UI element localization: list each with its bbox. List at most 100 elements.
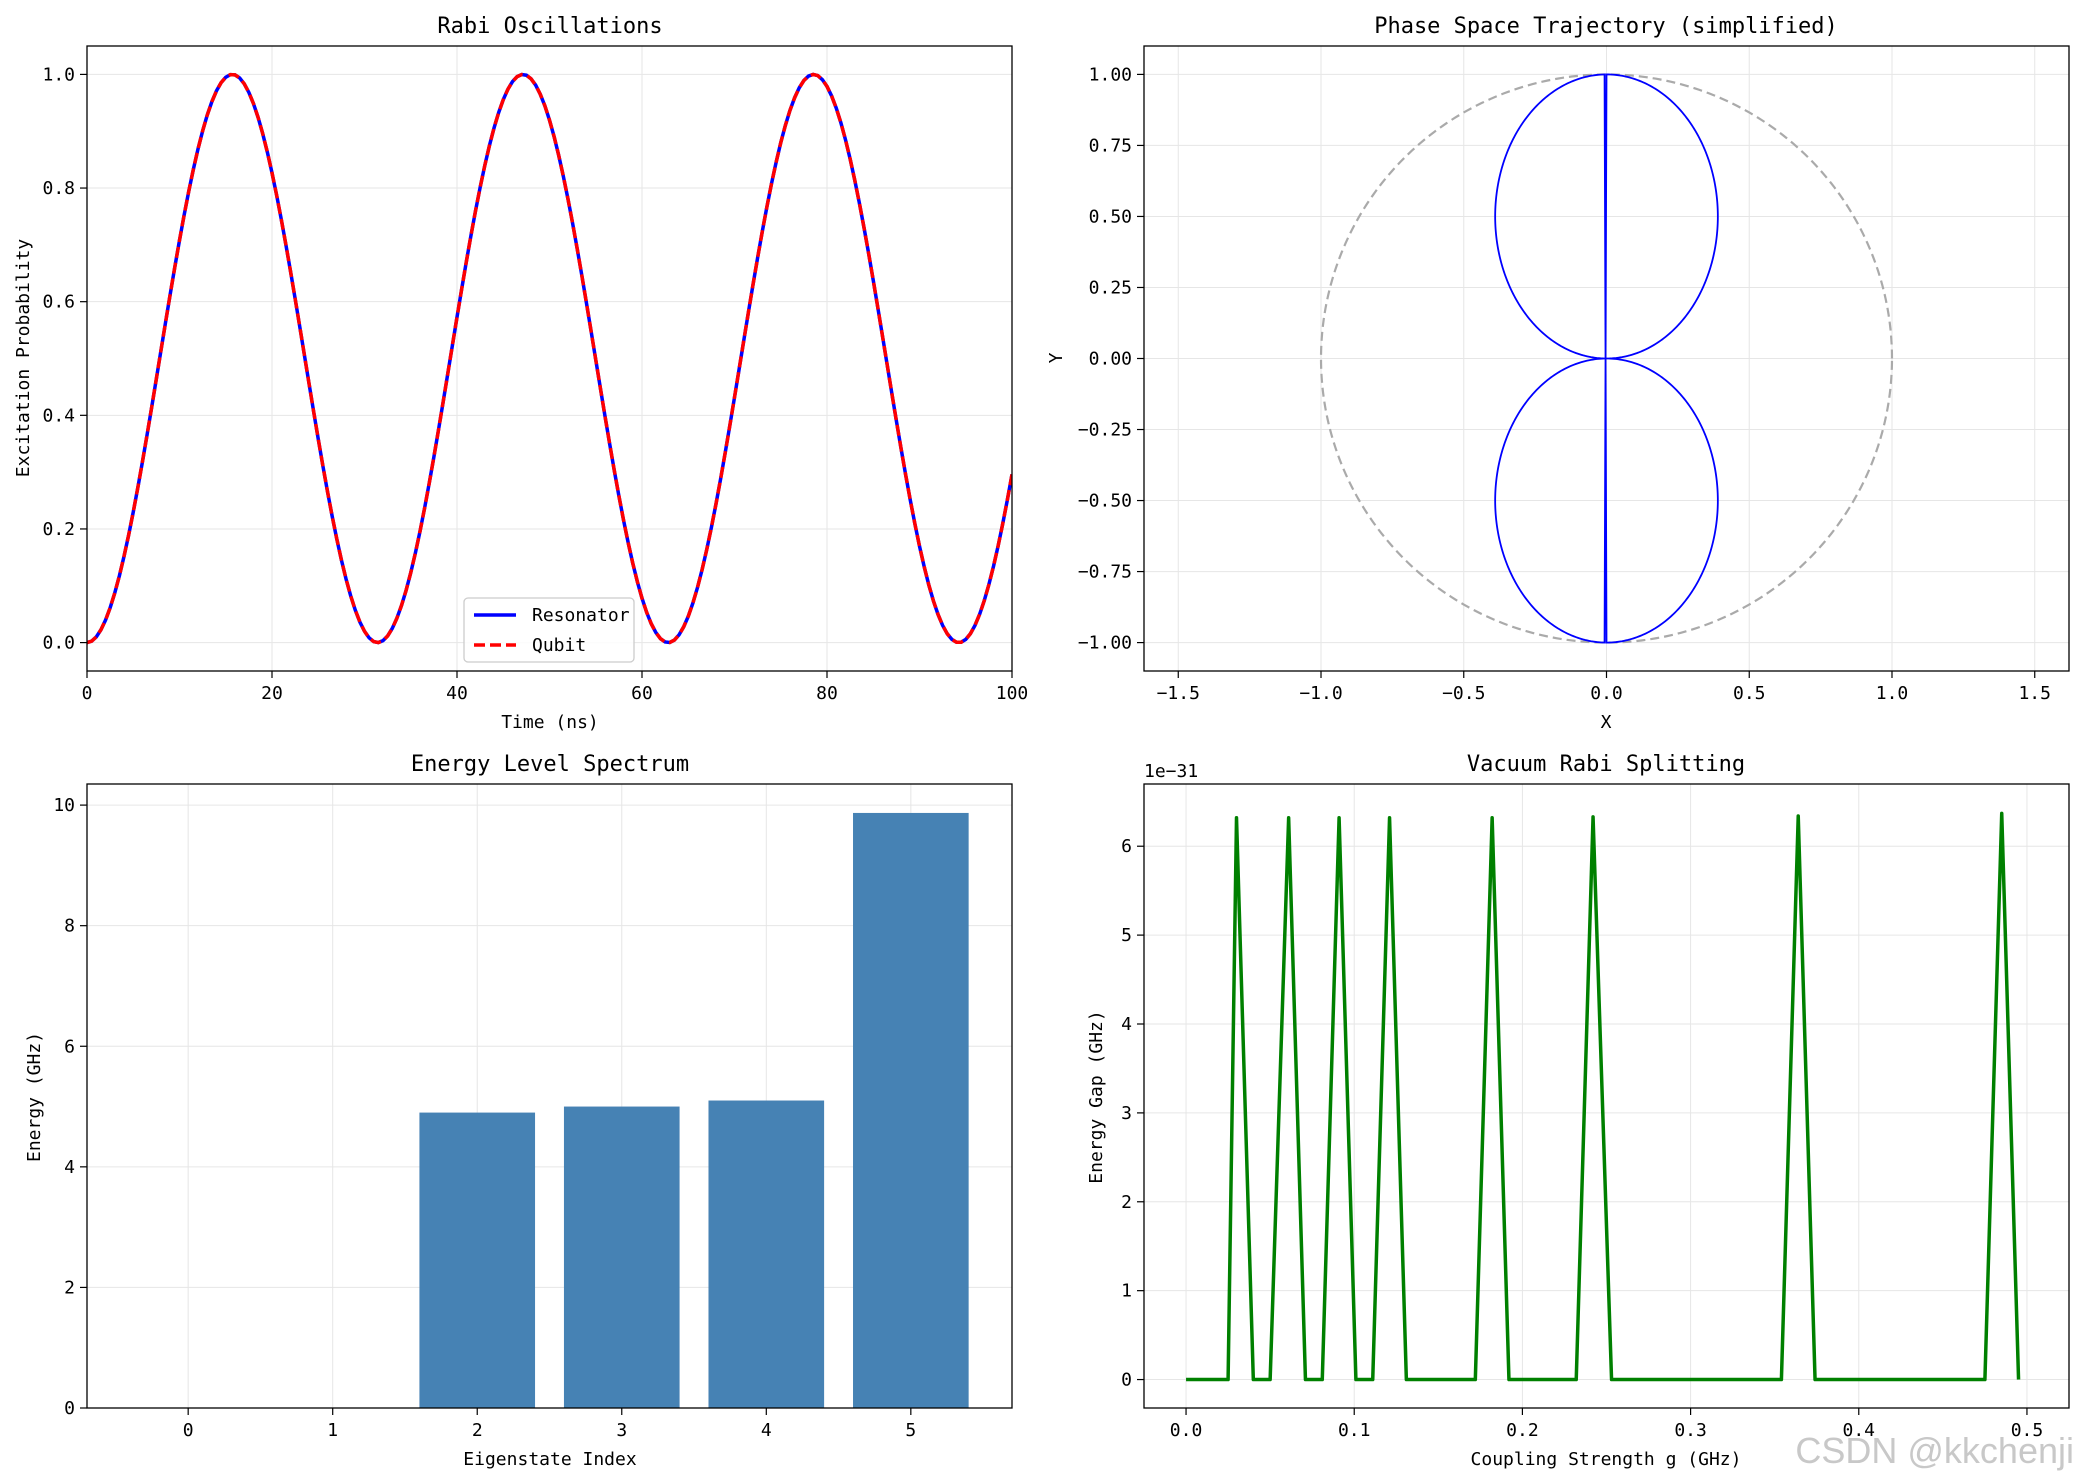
csdn-watermark: CSDN @kkchenji — [1795, 1430, 2074, 1471]
energy-ytick-label: 2 — [64, 1277, 75, 1298]
legend-qubit-label: Qubit — [532, 635, 586, 656]
phase-plot-area — [1319, 73, 1894, 644]
rabi-title: Rabi Oscillations — [437, 14, 662, 39]
rabi-xtick-label: 0 — [82, 683, 93, 704]
energy-xtick-label: 4 — [761, 1420, 772, 1441]
unit-circle-line — [1319, 73, 1894, 644]
rabi-xtick-label: 40 — [446, 683, 468, 704]
rabi-axes-frame — [86, 45, 1013, 672]
gap-ytick-label: 2 — [1121, 1192, 1132, 1213]
rabi-plot-area — [87, 72, 1012, 645]
energy-spectrum-panel: Energy Level Spectrum 0 1 2 3 4 5 0 2 4 6 8 10 Eig… — [24, 752, 1013, 1470]
phase-xtick-label: −0.5 — [1442, 683, 1485, 704]
gap-xtick-label: 0.0 — [1170, 1420, 1203, 1441]
energy-gap-line — [1186, 811, 2021, 1382]
phase-xtick-label: 1.5 — [2018, 683, 2051, 704]
phase-ytick-label: 1.00 — [1089, 64, 1132, 85]
gap-ytick-label: 3 — [1121, 1103, 1132, 1124]
rabi-ytick-label: 0.8 — [42, 178, 75, 199]
phase-ytick-label: 0.25 — [1089, 277, 1132, 298]
phase-ytick-label: 0.50 — [1089, 206, 1132, 227]
energy-ytick-label: 4 — [64, 1157, 75, 1178]
energy-x-ticks: 0 1 2 3 4 5 — [183, 1408, 916, 1441]
phase-xtick-label: 0.5 — [1733, 683, 1766, 704]
phase-xtick-label: −1.0 — [1299, 683, 1342, 704]
energy-xtick-label: 3 — [616, 1420, 627, 1441]
gap-x-ticks: 0.0 0.1 0.2 0.3 0.4 0.5 — [1170, 1408, 2043, 1441]
energy-ytick-label: 6 — [64, 1036, 75, 1057]
gap-ytick-label: 4 — [1121, 1014, 1132, 1035]
gap-xtick-label: 0.1 — [1338, 1420, 1371, 1441]
phase-space-panel: Phase Space Trajectory (simplified) −1.5… — [1046, 14, 2070, 733]
rabi-legend: Resonator Qubit — [463, 597, 635, 663]
gap-plot-area — [1186, 811, 2021, 1382]
energy-plot-area — [419, 812, 969, 1408]
energy-ytick-label: 0 — [64, 1398, 75, 1419]
energy-xtick-label: 5 — [905, 1420, 916, 1441]
rabi-ytick-label: 1.0 — [42, 64, 75, 85]
energy-xtick-label: 1 — [327, 1420, 338, 1441]
trajectory-line — [1494, 73, 1719, 644]
gap-y-ticks: 0 1 2 3 4 5 6 — [1121, 836, 1144, 1391]
gap-xlabel: Coupling Strength g (GHz) — [1471, 1449, 1742, 1470]
phase-ytick-label: 0.75 — [1089, 135, 1132, 156]
phase-ytick-label: −1.00 — [1078, 633, 1132, 654]
energy-bar — [419, 1112, 536, 1408]
rabi-ytick-label: 0.6 — [42, 292, 75, 313]
rabi-ytick-label: 0.4 — [42, 405, 75, 426]
energy-ylabel: Energy (GHz) — [24, 1032, 45, 1162]
gap-grid — [1144, 784, 2069, 1408]
vacuum-rabi-splitting-panel: Vacuum Rabi Splitting 0.0 0.1 0.2 0.3 0.4 0.5… — [1086, 752, 2070, 1470]
gap-ylabel: Energy Gap (GHz) — [1086, 1010, 1107, 1183]
gap-axes-frame — [1143, 783, 2070, 1409]
rabi-y-ticks: 0.0 0.2 0.4 0.6 0.8 1.0 — [42, 64, 87, 654]
phase-ytick-label: −0.75 — [1078, 562, 1132, 583]
energy-bar — [708, 1100, 825, 1408]
phase-xtick-label: 0.0 — [1590, 683, 1623, 704]
gap-ytick-label: 0 — [1121, 1370, 1132, 1391]
gap-offset-text: 1e−31 — [1144, 761, 1198, 782]
phase-title: Phase Space Trajectory (simplified) — [1374, 14, 1838, 39]
energy-bar — [563, 1106, 680, 1408]
rabi-xlabel: Time (ns) — [501, 712, 599, 733]
rabi-xtick-label: 60 — [631, 683, 653, 704]
rabi-ytick-label: 0.0 — [42, 633, 75, 654]
gap-xtick-label: 0.3 — [1674, 1420, 1707, 1441]
phase-ytick-label: −0.50 — [1078, 491, 1132, 512]
energy-xlabel: Eigenstate Index — [463, 1449, 637, 1470]
energy-y-ticks: 0 2 4 6 8 10 — [53, 795, 87, 1419]
phase-xlabel: X — [1601, 712, 1612, 733]
rabi-ylabel: Excitation Probability — [13, 239, 34, 478]
rabi-oscillations-panel: Rabi Oscillations 0 20 40 60 80 100 0.0 0.2 0.4… — [13, 14, 1028, 733]
rabi-x-ticks: 0 20 40 60 80 100 — [82, 671, 1029, 704]
gap-xtick-label: 0.4 — [1843, 1420, 1876, 1441]
phase-xtick-label: 1.0 — [1876, 683, 1909, 704]
energy-ytick-label: 8 — [64, 916, 75, 937]
qubit-series-line — [87, 72, 1012, 645]
gap-xtick-label: 0.5 — [2011, 1420, 2044, 1441]
energy-axes-frame — [86, 783, 1013, 1409]
gap-xtick-label: 0.2 — [1506, 1420, 1539, 1441]
rabi-xtick-label: 20 — [261, 683, 283, 704]
gap-ytick-label: 1 — [1121, 1281, 1132, 1302]
energy-title: Energy Level Spectrum — [411, 752, 689, 777]
rabi-xtick-label: 80 — [816, 683, 838, 704]
phase-xtick-label: −1.5 — [1157, 683, 1200, 704]
phase-x-ticks: −1.5 −1.0 −0.5 0.0 0.5 1.0 1.5 — [1157, 671, 2051, 704]
gap-ytick-label: 5 — [1121, 925, 1132, 946]
energy-ytick-label: 10 — [53, 795, 75, 816]
energy-xtick-label: 0 — [183, 1420, 194, 1441]
legend-resonator-label: Resonator — [532, 605, 630, 626]
phase-ytick-label: −0.25 — [1078, 420, 1132, 441]
energy-xtick-label: 2 — [472, 1420, 483, 1441]
gap-title: Vacuum Rabi Splitting — [1467, 752, 1745, 777]
phase-y-ticks: −1.00 −0.75 −0.50 −0.25 0.00 0.25 0.50 0.75 1.00 — [1078, 64, 1144, 654]
energy-bar — [853, 812, 969, 1408]
phase-ytick-label: 0.00 — [1089, 349, 1132, 370]
phase-ylabel: Y — [1046, 352, 1067, 363]
rabi-xtick-label: 100 — [996, 683, 1029, 704]
gap-ytick-label: 6 — [1121, 836, 1132, 857]
rabi-ytick-label: 0.2 — [42, 519, 75, 540]
